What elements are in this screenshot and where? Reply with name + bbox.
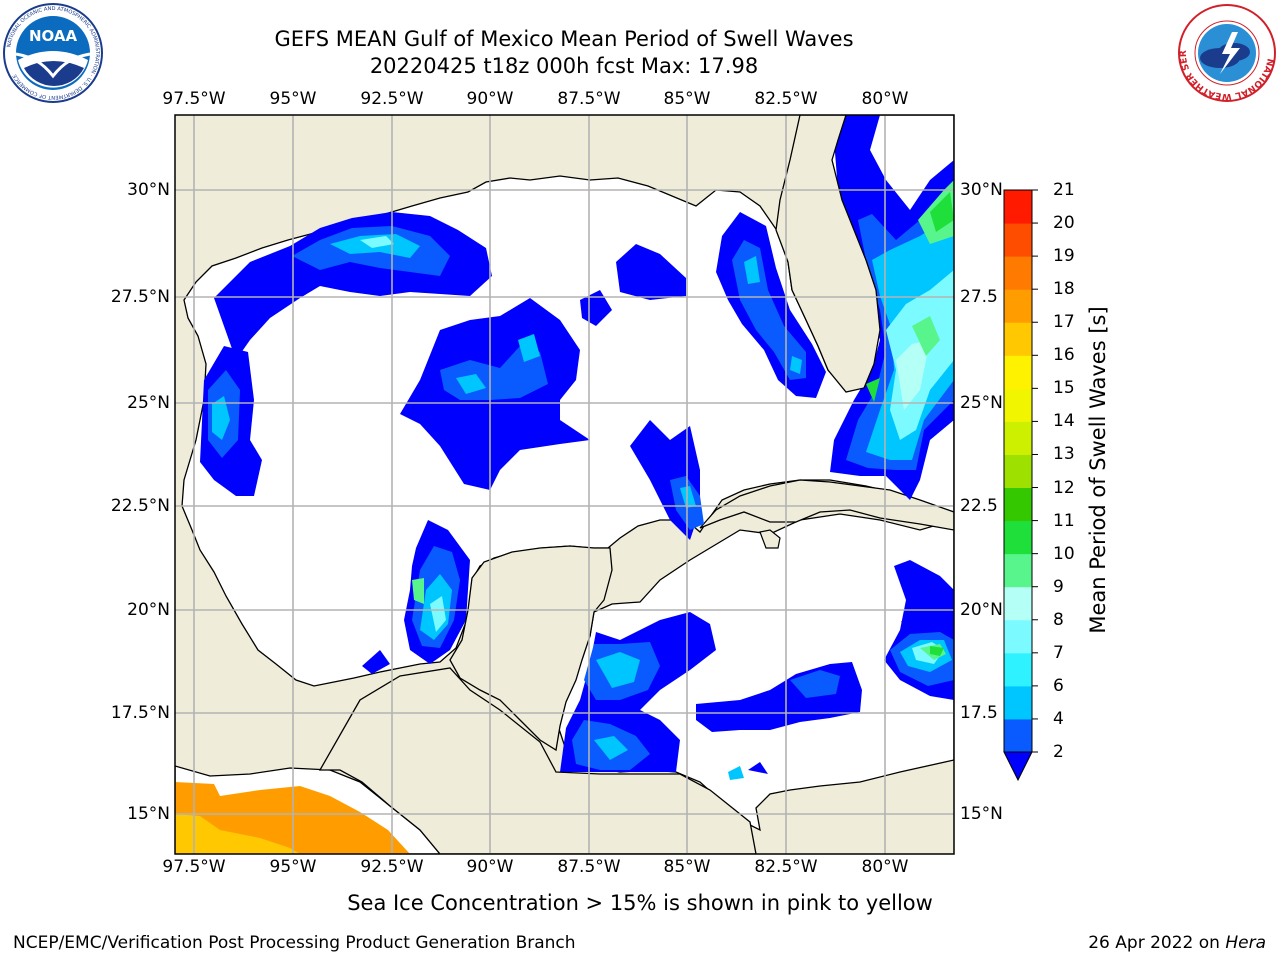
colorbar-tick-label: 10 (1053, 543, 1075, 564)
colorbar-segment (1004, 190, 1032, 224)
colorbar-segment (1004, 256, 1032, 290)
footer-machine: Hera (1225, 933, 1266, 953)
colorbar-segment (1004, 553, 1032, 588)
gridlines (175, 115, 954, 854)
lon-tick-bottom: 87.5°W (557, 857, 621, 877)
lon-tick-top: 95°W (269, 89, 317, 109)
colorbar-segment (1004, 454, 1032, 489)
colorbar-tick-label: 20 (1053, 213, 1075, 234)
lat-tick-right: 25°N (960, 393, 1003, 413)
chart-subtitle: 20220425 t18z 000h fcst Max: 17.98 (369, 54, 759, 78)
noaa-logo-text: NOAA (29, 27, 78, 45)
lon-tick-top: 85°W (663, 89, 711, 109)
lat-tick-right: 15°N (960, 804, 1003, 824)
colorbar-tick-label: 14 (1053, 411, 1075, 432)
colorbar-tick-label: 15 (1053, 378, 1075, 399)
colorbar-tick-label: 18 (1053, 279, 1075, 300)
lon-tick-top: 90°W (466, 89, 514, 109)
colorbar-segment (1004, 652, 1032, 687)
lat-tick-left: 15°N (127, 804, 170, 824)
colorbar-tick-label: 11 (1053, 510, 1075, 531)
colorbar-tick-label: 8 (1053, 609, 1064, 630)
colorbar-segment (1004, 586, 1032, 621)
lat-tick-right: 22.5 (960, 496, 998, 516)
colorbar-extend-triangle (1003, 751, 1033, 782)
colorbar-tick-label: 13 (1053, 444, 1075, 465)
lon-tick-top: 97.5°W (162, 89, 226, 109)
footer-credit: NCEP/EMC/Verification Post Processing Pr… (13, 933, 576, 953)
colorbar-tick-label: 21 (1053, 180, 1075, 200)
colorbar-segment (1004, 619, 1032, 654)
colorbar-segment (1004, 520, 1032, 555)
lon-tick-top: 92.5°W (360, 89, 424, 109)
colorbar-tick-label: 16 (1053, 345, 1075, 366)
nws-logo: NATIONAL WEATHER SERVICE (1176, 2, 1276, 102)
chart-title: GEFS MEAN Gulf of Mexico Mean Period of … (274, 27, 854, 51)
sea-ice-note: Sea Ice Concentration > 15% is shown in … (347, 891, 933, 915)
colorbar-segment (1004, 289, 1032, 323)
colorbar-tick-label: 19 (1053, 246, 1075, 267)
colorbar-tick-label: 7 (1053, 642, 1064, 663)
noaa-logo: NOAA NATIONAL OCEANIC AND ATMOSPHERIC AD… (3, 3, 103, 103)
lon-tick-bottom: 97.5°W (162, 857, 226, 877)
lat-tick-left: 20°N (127, 600, 170, 620)
colorbar-tick-label: 6 (1053, 675, 1064, 696)
florida-peninsula (775, 115, 881, 393)
colorbar-tick-label: 9 (1053, 576, 1064, 597)
colorbar-tick-label: 17 (1053, 312, 1075, 333)
lat-tick-right: 20°N (960, 600, 1003, 620)
lat-tick-left: 22.5°N (110, 496, 170, 516)
colorbar-segment (1004, 388, 1032, 422)
colorbar-label: Mean Period of Swell Waves [s] (1086, 306, 1110, 634)
lat-tick-left: 17.5°N (110, 703, 170, 723)
central-america (318, 667, 757, 854)
lon-tick-top: 80°W (861, 89, 909, 109)
colorbar-frame (1003, 189, 1033, 753)
lon-tick-bottom: 95°W (269, 857, 317, 877)
footer-date-text: 26 Apr 2022 on (1088, 933, 1220, 953)
colorbar-segment (1004, 223, 1032, 257)
isla-juventud (759, 529, 781, 549)
cuba (699, 479, 954, 531)
colorbar-segment (1004, 322, 1032, 356)
colorbar-segment (1004, 421, 1032, 455)
lon-tick-bottom: 92.5°W (360, 857, 424, 877)
lon-tick-bottom: 80°W (861, 857, 909, 877)
colorbar-tick-label: 2 (1053, 742, 1064, 762)
colorbar-segment (1004, 685, 1032, 720)
lat-tick-left: 30°N (127, 180, 170, 200)
lat-tick-left: 27.5°N (110, 287, 170, 307)
colorbar-segment (1004, 487, 1032, 522)
map-frame (174, 114, 955, 855)
lat-tick-left: 25°N (127, 393, 170, 413)
lon-tick-bottom: 82.5°W (754, 857, 818, 877)
colorbar (1003, 189, 1038, 782)
lat-tick-right: 30°N (960, 180, 1003, 200)
lat-tick-right: 27.5 (960, 287, 998, 307)
lon-tick-bottom: 90°W (466, 857, 514, 877)
map-area (175, 115, 954, 854)
colorbar-segment (1004, 718, 1032, 753)
lon-tick-top: 82.5°W (754, 89, 818, 109)
colorbar-segment (1004, 355, 1032, 389)
lat-tick-right: 17.5 (960, 703, 998, 723)
colorbar-tick-label: 4 (1053, 708, 1064, 729)
lon-tick-top: 87.5°W (557, 89, 621, 109)
lon-tick-bottom: 85°W (663, 857, 711, 877)
footer-date: 26 Apr 2022 on Hera (1088, 933, 1266, 953)
colorbar-tick-label: 12 (1053, 477, 1075, 498)
